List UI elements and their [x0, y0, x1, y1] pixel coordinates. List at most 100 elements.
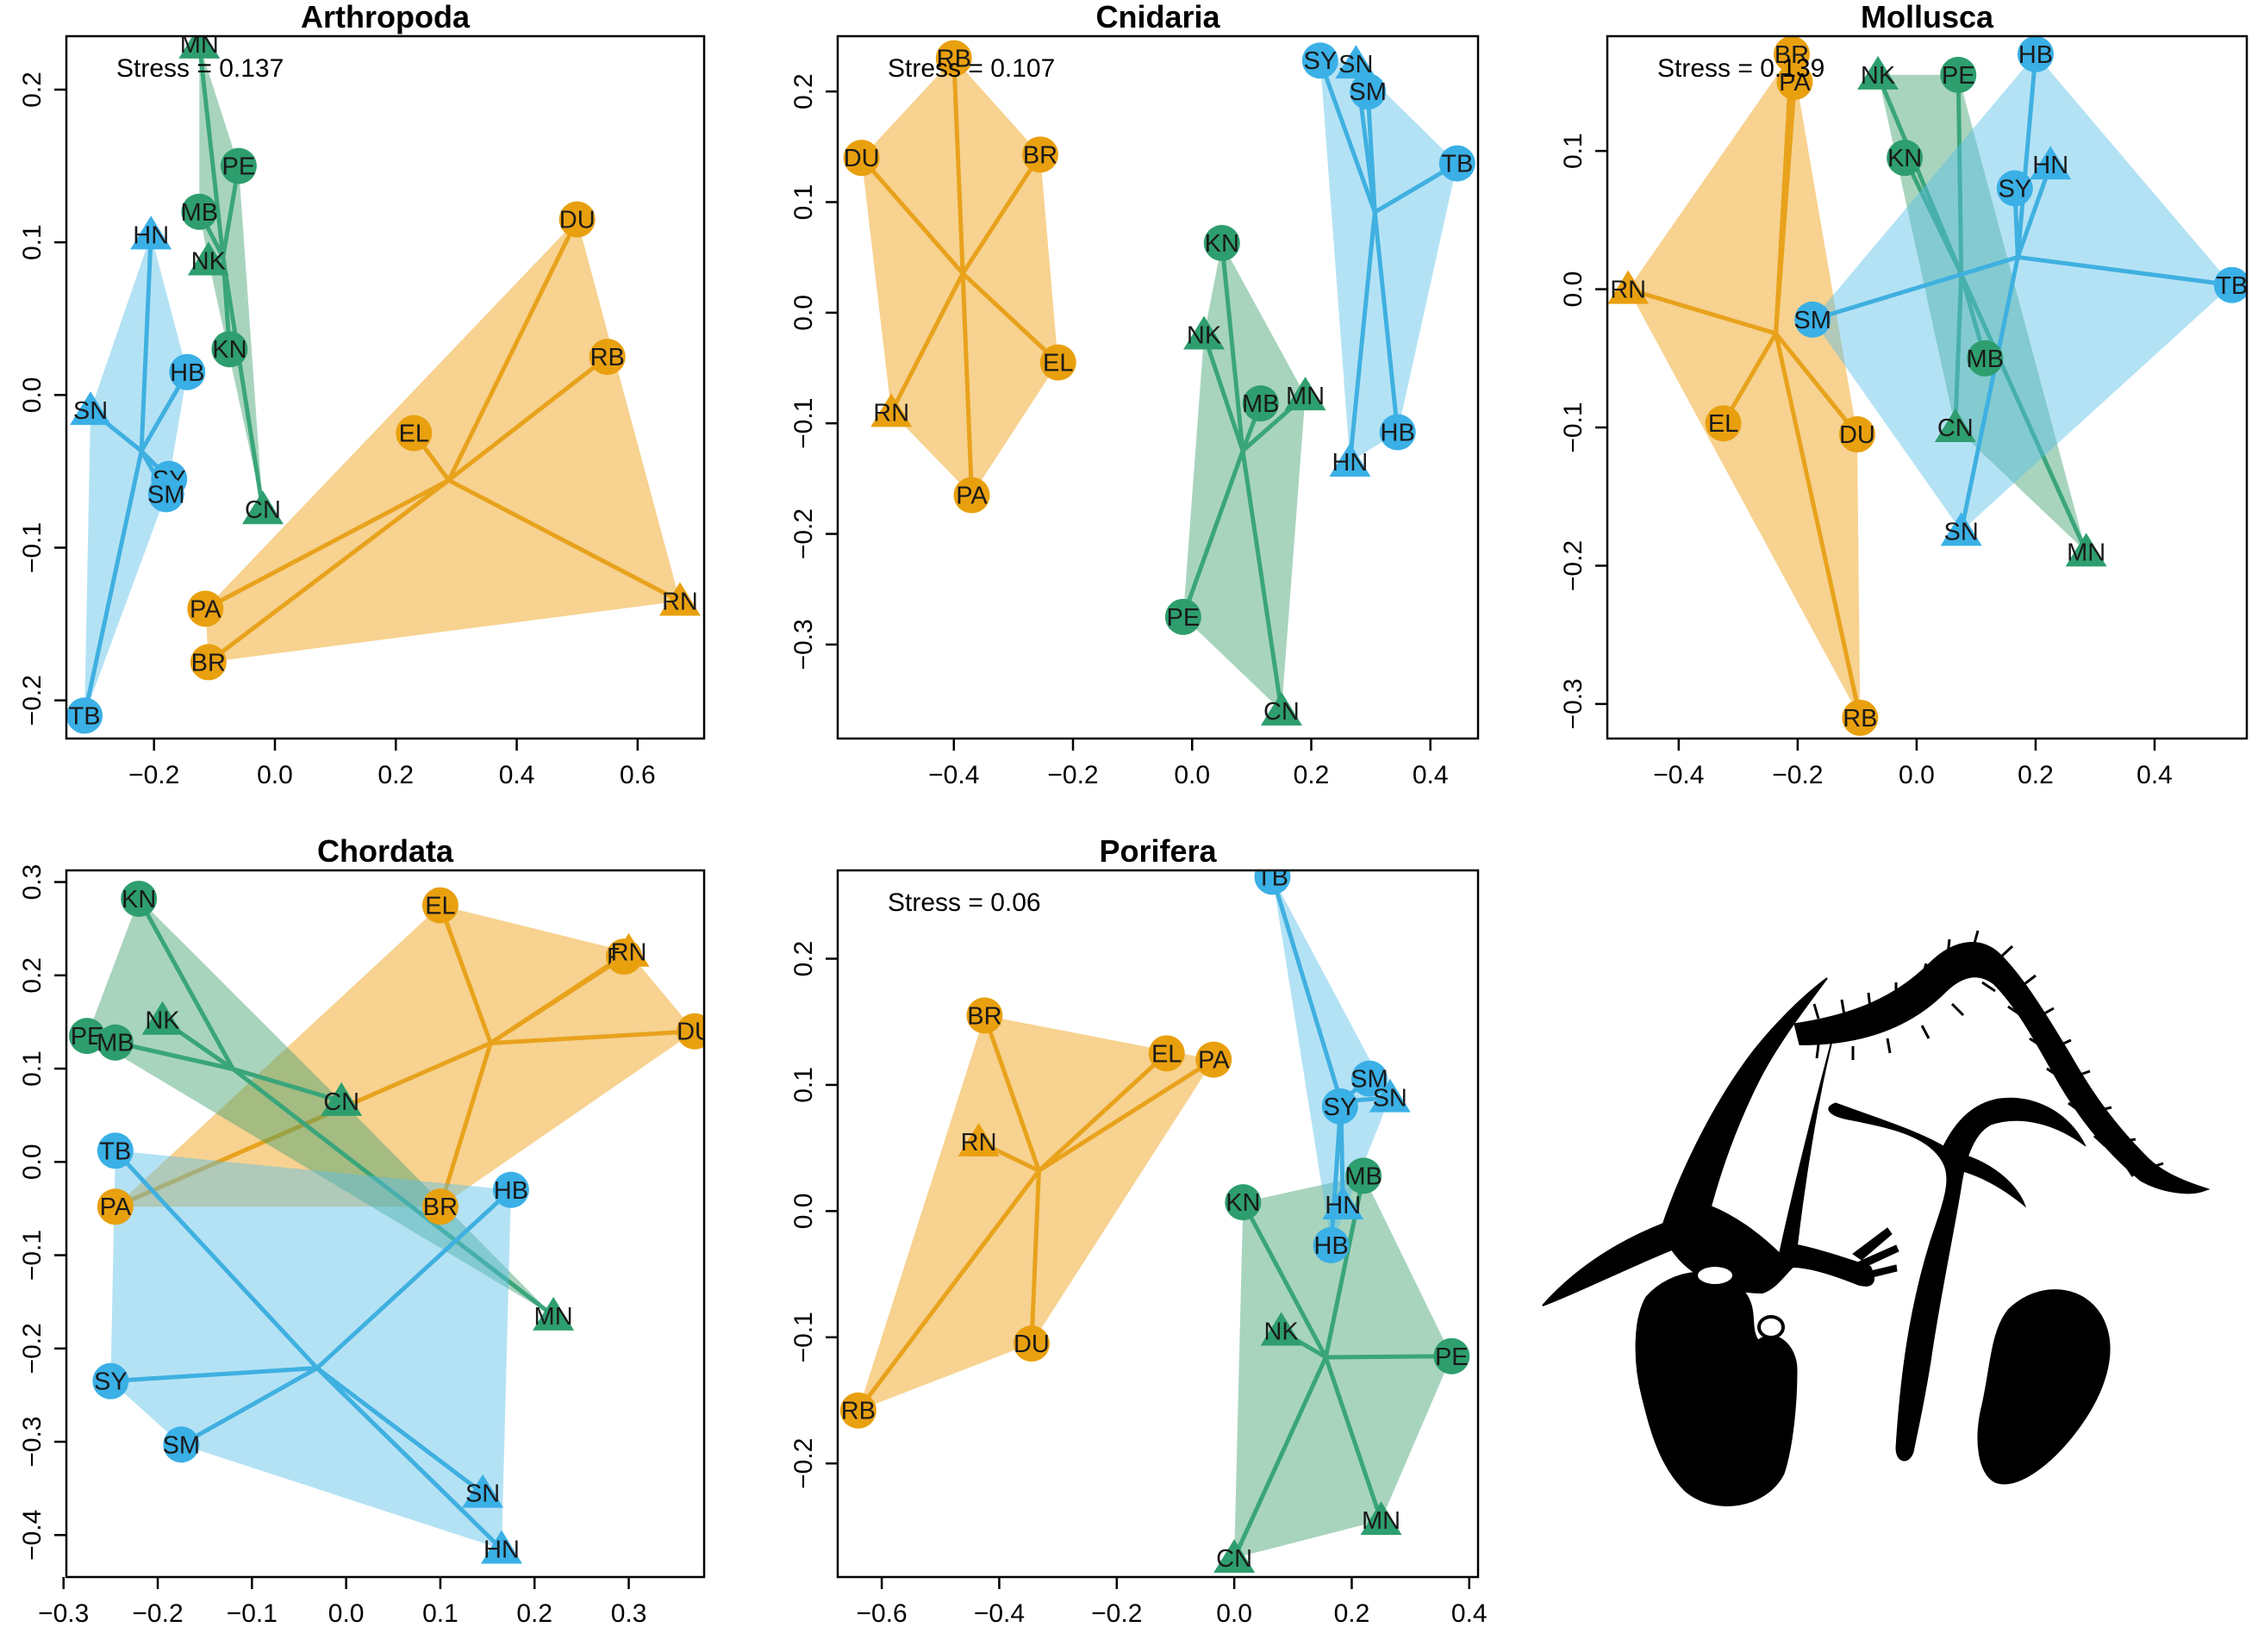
- spider-line: [982, 1014, 1041, 1172]
- spider-line: [1774, 333, 1862, 719]
- spider-line: [438, 1042, 493, 1207]
- point-label: SY: [1323, 1094, 1357, 1121]
- point-label: NK: [1263, 1318, 1299, 1345]
- y-tick-label: 0.0: [18, 377, 47, 413]
- spider-line: [1232, 1356, 1328, 1560]
- spider-line: [447, 478, 682, 603]
- x-tick-label: 0.0: [1174, 761, 1210, 789]
- point-circle: [1438, 145, 1475, 182]
- point-label: KN: [1887, 145, 1922, 172]
- point-triangle: [533, 1296, 575, 1331]
- point-circle: [2017, 36, 2054, 72]
- point-circle: [97, 1132, 134, 1169]
- point-triangle: [241, 490, 284, 525]
- point-label: SN: [73, 397, 108, 425]
- point-label: RB: [590, 344, 625, 371]
- spider-line: [1955, 74, 1964, 275]
- point-circle: [1321, 1088, 1358, 1125]
- spider-line: [221, 256, 265, 510]
- x-tick-label: −0.1: [227, 1599, 278, 1628]
- point-label: SM: [1793, 307, 1831, 334]
- point-label: TB: [1441, 151, 1473, 178]
- spider-line: [1323, 1356, 1383, 1521]
- spider-line: [438, 904, 493, 1044]
- point-circle: [1039, 344, 1076, 381]
- point-label: BR: [967, 1002, 1001, 1030]
- spider-line: [1241, 1200, 1328, 1359]
- x-tick-label: −0.4: [928, 761, 979, 789]
- point-circle: [589, 339, 626, 376]
- spider-line: [1812, 255, 2018, 322]
- x-tick-label: −0.6: [857, 1599, 908, 1628]
- spider-line: [1240, 450, 1284, 712]
- spider-line: [136, 897, 235, 1070]
- y-tick-label: 0.1: [18, 1050, 47, 1087]
- point-label: MB: [1967, 346, 2005, 373]
- x-tick-label: −0.2: [1091, 1599, 1142, 1628]
- point-circle: [1203, 225, 1240, 262]
- point-label: RN: [1610, 277, 1646, 304]
- y-tick-label: −0.1: [18, 1230, 47, 1281]
- point-triangle: [130, 215, 172, 250]
- point-label: SY: [1303, 47, 1337, 75]
- point-circle: [1242, 385, 1279, 422]
- point-circle: [558, 201, 596, 238]
- x-tick-label: −0.2: [1047, 761, 1098, 789]
- y-tick-label: 0.1: [789, 184, 818, 221]
- point-label: KN: [1205, 230, 1239, 258]
- point-label: CN: [1263, 698, 1300, 726]
- point-triangle: [658, 582, 701, 616]
- point-triangle: [870, 393, 913, 427]
- spider-line: [1323, 1175, 1366, 1358]
- spider-line: [207, 478, 451, 664]
- spider-line: [951, 58, 965, 274]
- point-label: RN: [961, 1129, 997, 1156]
- point-triangle: [1934, 408, 1976, 443]
- point-circle: [97, 1024, 134, 1061]
- point-label: SM: [163, 1431, 201, 1459]
- spider-line: [1029, 1170, 1041, 1344]
- spider-line: [1959, 273, 2088, 553]
- point-triangle: [187, 241, 229, 276]
- point-label: NK: [1187, 322, 1222, 350]
- spider-line: [889, 272, 965, 414]
- point-circle: [1313, 1226, 1350, 1263]
- spider-line: [1037, 1051, 1169, 1173]
- spider-line: [1329, 1101, 1344, 1246]
- point-label: HB: [2018, 41, 2053, 69]
- y-tick-label: −0.3: [789, 619, 818, 670]
- point-label: TB: [2216, 272, 2248, 300]
- spider-line: [1372, 212, 1400, 433]
- point-circle: [1996, 170, 2033, 207]
- hull-green: [1182, 243, 1306, 711]
- point-label: RN: [662, 589, 698, 616]
- point-label: PE: [1435, 1343, 1469, 1371]
- point-circle: [1013, 1325, 1050, 1362]
- point-triangle: [462, 1474, 504, 1508]
- plot-title: Arthropoda: [301, 0, 471, 34]
- point-label: EL: [399, 421, 429, 448]
- point-triangle: [141, 1001, 184, 1035]
- hull-orange: [115, 905, 695, 1207]
- point-circle: [843, 140, 880, 177]
- point-label: SN: [465, 1481, 500, 1508]
- plot-title: Chordata: [317, 833, 454, 869]
- point-label: MB: [1242, 390, 1280, 418]
- point-label: HN: [1325, 1192, 1361, 1219]
- point-circle: [92, 1362, 129, 1400]
- y-tick-label: 0.2: [18, 957, 47, 994]
- point-circle: [1887, 140, 1924, 177]
- spider-line: [114, 1149, 319, 1370]
- point-triangle: [1940, 512, 1982, 546]
- point-triangle: [1607, 270, 1650, 304]
- point-label: DU: [1014, 1331, 1050, 1358]
- spider-line: [1038, 1057, 1215, 1173]
- point-label: MB: [97, 1030, 134, 1057]
- point-label: NK: [1861, 62, 1896, 90]
- point-circle: [1345, 1157, 1382, 1194]
- point-label: RB: [937, 46, 971, 73]
- point-label: EL: [1151, 1040, 1182, 1068]
- point-label: HN: [2032, 152, 2068, 179]
- point-label: HN: [133, 221, 169, 249]
